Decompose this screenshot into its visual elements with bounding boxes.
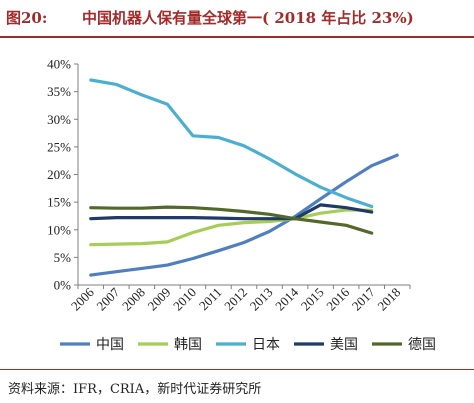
x-tick-label: 2008: [119, 285, 148, 314]
y-tick-label: 40%: [47, 57, 71, 72]
y-tick-label: 20%: [47, 167, 71, 182]
x-tick-label: 2009: [145, 285, 174, 314]
x-tick-label: 2018: [374, 285, 403, 314]
legend-label: 日本: [252, 337, 280, 353]
source-footer: 资料来源：IFR，CRIA，新时代证券研究所: [0, 369, 474, 402]
x-tick-label: 2006: [68, 284, 97, 313]
y-tick-label: 30%: [47, 112, 71, 127]
x-tick-label: 2014: [272, 284, 301, 313]
legend-label: 德国: [408, 337, 436, 353]
source-note: 资料来源：IFR，CRIA，新时代证券研究所: [8, 382, 262, 397]
figure-title: 中国机器人保有量全球第一( 2018 年占比 23%): [82, 9, 414, 27]
series-line: [89, 205, 374, 235]
legend-label: 中国: [96, 337, 124, 353]
x-tick-label: 2007: [93, 284, 122, 313]
legend-label: 美国: [330, 337, 358, 353]
legend-label: 韩国: [174, 337, 202, 353]
series-line: [89, 153, 399, 277]
x-tick-label: 2013: [247, 285, 276, 314]
y-tick-label: 25%: [47, 139, 71, 154]
x-tick-label: 2016: [323, 284, 352, 313]
y-tick-label: 35%: [47, 84, 71, 99]
x-tick-label: 2011: [196, 285, 225, 314]
series-line: [89, 208, 374, 247]
figure-header: 图20: 中国机器人保有量全球第一( 2018 年占比 23%): [0, 0, 474, 38]
x-tick-label: 2010: [170, 285, 199, 314]
figure-label: 图20:: [6, 9, 48, 27]
y-tick-label: 15%: [47, 195, 71, 210]
y-tick-label: 0%: [54, 278, 72, 293]
x-tick-label: 2015: [298, 285, 327, 314]
series-line: [89, 203, 374, 221]
y-tick-label: 10%: [47, 222, 71, 237]
series-line: [89, 78, 374, 209]
line-chart: 0% 5% 10% 15% 20% 25% 30% 35% 40% 200620072008200…: [47, 57, 436, 354]
x-tick-label: 2012: [221, 285, 250, 314]
y-tick-label: 5%: [54, 250, 72, 265]
x-tick-label: 2017: [349, 284, 378, 313]
